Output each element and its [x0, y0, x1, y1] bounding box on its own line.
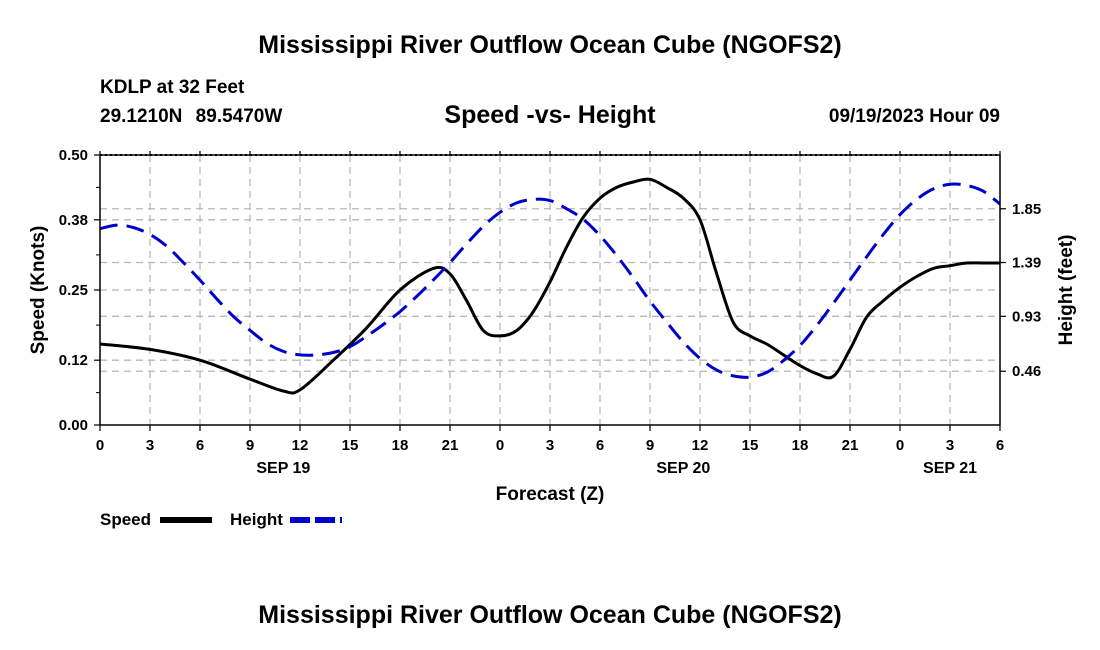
y-right-tick-label: 0.46: [1012, 363, 1041, 380]
legend-height-swatch: [290, 517, 342, 523]
legend-height-label: Height: [230, 510, 283, 529]
station-name: KDLP at 32 Feet: [100, 77, 245, 98]
legend-speed-label: Speed: [100, 510, 152, 529]
x-tick-label: 21: [842, 437, 859, 454]
x-tick-label: 6: [196, 437, 204, 454]
x-day-label: SEP 20: [656, 460, 710, 477]
x-tick-label: 0: [496, 437, 504, 454]
x-tick-label: 3: [946, 437, 954, 454]
y-right-tick-label: 0.93: [1012, 308, 1041, 325]
x-tick-label: 18: [392, 437, 409, 454]
x-tick-label: 3: [546, 437, 554, 454]
chart-main-title: Mississippi River Outflow Ocean Cube (NG…: [258, 31, 842, 59]
series-line-speed: [99, 177, 1000, 395]
x-tick-label: 9: [646, 437, 654, 454]
y-right-tick-label: 1.85: [1012, 201, 1041, 218]
grid-lines: [100, 155, 1000, 425]
x-tick-label: 0: [96, 437, 104, 454]
x-tick-label: 6: [596, 437, 604, 454]
x-axis-label: Forecast (Z): [496, 484, 605, 505]
x-tick-label: 18: [792, 437, 809, 454]
x-tick-label: 12: [692, 437, 709, 454]
x-tick-label: 15: [342, 437, 359, 454]
x-tick-label: 0: [896, 437, 904, 454]
x-tick-label: 9: [246, 437, 254, 454]
y-left-tick-label: 0.38: [59, 212, 88, 229]
x-tick-label: 15: [742, 437, 759, 454]
y-left-tick-label: 0.12: [59, 352, 88, 369]
series-lines: [99, 177, 1001, 395]
footer-title: Mississippi River Outflow Ocean Cube (NG…: [258, 601, 842, 629]
x-tick-label: 21: [442, 437, 459, 454]
x-day-label: SEP 19: [256, 460, 310, 477]
station-coordinates: 29.1210N 89.5470W: [100, 106, 283, 127]
x-tick-label: 3: [146, 437, 154, 454]
y-left-tick-label: 0.50: [59, 147, 88, 164]
x-day-label: SEP 21: [923, 460, 977, 477]
x-tick-label: 12: [292, 437, 309, 454]
y-left-tick-label: 0.00: [59, 417, 88, 434]
legend-speed-swatch: [160, 517, 212, 523]
forecast-datetime: 09/19/2023 Hour 09: [828, 106, 1000, 127]
chart-subtitle: Speed -vs- Height: [444, 101, 656, 129]
axes: 0 3 6 9 12 15 18 21 0 3 6 9 12 15 18 21 0 3 6 SEP 19 SEP 20 S…: [59, 147, 1041, 477]
y-left-tick-label: 0.25: [59, 282, 88, 299]
series-line-height: [99, 182, 1001, 379]
y-axis-left-label: Speed (Knots): [28, 226, 49, 355]
y-axis-right-label: Height (feet): [1056, 235, 1077, 346]
y-right-tick-label: 1.39: [1012, 255, 1041, 272]
x-tick-label: 6: [996, 437, 1004, 454]
